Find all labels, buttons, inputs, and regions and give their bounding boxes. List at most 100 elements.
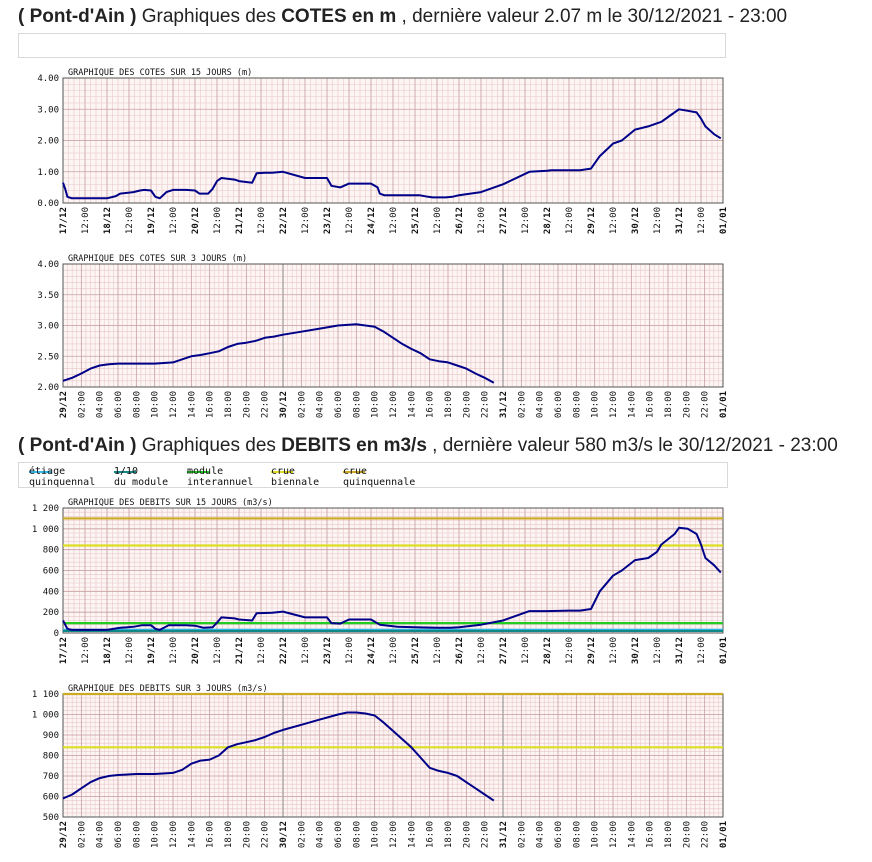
x-tick-label: 12:00 [653, 207, 663, 234]
x-tick-label: 06:00 [334, 821, 344, 848]
x-tick-label: 22:00 [481, 391, 491, 418]
y-tick-label: 800 [43, 752, 59, 762]
chart-title: GRAPHIQUE DES COTES SUR 15 JOURS (m) [68, 68, 252, 78]
x-tick-label: 16:00 [426, 821, 436, 848]
x-tick-label: 31/12 [499, 821, 509, 848]
x-tick-label: 12:00 [389, 637, 399, 664]
x-tick-label: 08:00 [132, 821, 142, 848]
x-tick-label: 12:00 [345, 207, 355, 234]
x-tick-label: 21/12 [235, 637, 245, 664]
x-tick-label: 16:00 [646, 391, 656, 418]
x-tick-label: 02:00 [297, 391, 307, 418]
y-tick-label: 1.00 [37, 168, 59, 178]
x-tick-label: 16:00 [426, 391, 436, 418]
plot-frame [62, 77, 724, 204]
x-tick-label: 18:00 [664, 391, 674, 418]
x-tick-label: 06:00 [554, 391, 564, 418]
x-tick-label: 12:00 [433, 207, 443, 234]
x-tick-label: 29/12 [59, 391, 69, 418]
title-measure: COTES en m [281, 6, 397, 27]
title-last-value-2: , dernière valeur 580 m3/s le 30/12/2021… [426, 435, 838, 456]
x-tick-label: 14:00 [627, 821, 637, 848]
x-tick-label: 12:00 [169, 637, 179, 664]
x-tick-label: 12:00 [697, 207, 707, 234]
title-last-value: , dernière valeur 2.07 m le 30/12/2021 -… [396, 6, 788, 27]
series-line [62, 711, 495, 802]
title-cotes: ( Pont-d'Ain ) Graphiques des COTES en m… [18, 6, 787, 28]
x-tick-label: 06:00 [114, 821, 124, 848]
chart-debits-3-jours: 500 600 700 800 900 1 000 1 100 GRAPHIQUE DES D… [32, 684, 729, 848]
x-tick-label: 08:00 [352, 821, 362, 848]
legend-label: module interannuel [187, 466, 254, 488]
x-tick-label: 14:00 [187, 821, 197, 848]
x-tick-label: 25/12 [411, 207, 421, 234]
x-tick-label: 10:00 [151, 821, 161, 848]
y-tick-label: 600 [43, 793, 59, 803]
x-tick-label: 18:00 [444, 821, 454, 848]
x-tick-label: 12:00 [257, 637, 267, 664]
x-tick-label: 12:00 [169, 207, 179, 234]
y-tick-label: 0.00 [37, 199, 59, 209]
x-tick-label: 20:00 [682, 821, 692, 848]
x-tick-label: 22:00 [261, 391, 271, 418]
series-line [62, 323, 495, 384]
legend-label: étiage quinquennal [29, 466, 96, 488]
y-tick-label: 1 100 [32, 690, 59, 700]
x-tick-label: 20:00 [242, 821, 252, 848]
x-tick-label: 18/12 [103, 207, 113, 234]
legend-swatch [343, 471, 365, 473]
x-tick-label: 14:00 [187, 391, 197, 418]
x-tick-label: 24/12 [367, 637, 377, 664]
x-tick-label: 12:00 [389, 207, 399, 234]
x-tick-label: 18/12 [103, 637, 113, 664]
x-tick-label: 08:00 [352, 391, 362, 418]
x-tick-label: 01/01 [719, 821, 729, 848]
x-tick-label: 12:00 [301, 637, 311, 664]
x-tick-label: 02:00 [517, 391, 527, 418]
x-tick-label: 18:00 [224, 821, 234, 848]
x-tick-label: 29/12 [59, 821, 69, 848]
x-tick-label: 12:00 [609, 821, 619, 848]
x-tick-label: 12:00 [125, 637, 135, 664]
y-tick-label: 1 000 [32, 711, 59, 721]
x-tick-label: 12:00 [521, 637, 531, 664]
y-tick-label: 200 [43, 608, 59, 618]
x-tick-label: 12:00 [169, 391, 179, 418]
x-tick-label: 18:00 [444, 391, 454, 418]
x-tick-label: 02:00 [517, 821, 527, 848]
x-tick-label: 12:00 [609, 637, 619, 664]
x-tick-label: 06:00 [114, 391, 124, 418]
x-tick-label: 02:00 [77, 821, 87, 848]
x-tick-label: 20:00 [242, 391, 252, 418]
x-tick-label: 31/12 [499, 391, 509, 418]
x-tick-label: 30/12 [631, 637, 641, 664]
x-tick-label: 01/01 [719, 207, 729, 234]
legend-label: 1/10 du module [114, 466, 169, 488]
x-tick-label: 04:00 [316, 391, 326, 418]
x-tick-label: 04:00 [96, 391, 106, 418]
y-tick-label: 4.00 [37, 74, 59, 84]
plot-frame [62, 507, 724, 634]
y-tick-label: 900 [43, 731, 59, 741]
x-tick-label: 12:00 [477, 637, 487, 664]
x-tick-label: 12:00 [697, 637, 707, 664]
x-tick-label: 10:00 [591, 821, 601, 848]
y-tick-label: 400 [43, 587, 59, 597]
x-tick-label: 10:00 [591, 391, 601, 418]
x-tick-label: 20/12 [191, 637, 201, 664]
x-tick-label: 14:00 [407, 821, 417, 848]
x-tick-label: 10:00 [371, 391, 381, 418]
legend-swatch [187, 471, 209, 473]
x-tick-label: 29/12 [587, 207, 597, 234]
x-tick-label: 31/12 [675, 207, 685, 234]
x-tick-label: 21/12 [235, 207, 245, 234]
x-tick-label: 22/12 [279, 637, 289, 664]
x-tick-label: 12:00 [433, 637, 443, 664]
title-debits: ( Pont-d'Ain ) Graphiques des DEBITS en … [18, 435, 838, 457]
x-tick-label: 12:00 [81, 207, 91, 234]
x-tick-label: 06:00 [334, 391, 344, 418]
x-tick-label: 12:00 [565, 637, 575, 664]
x-tick-label: 01/01 [719, 391, 729, 418]
legend-swatch [114, 471, 136, 473]
x-tick-label: 29/12 [587, 637, 597, 664]
